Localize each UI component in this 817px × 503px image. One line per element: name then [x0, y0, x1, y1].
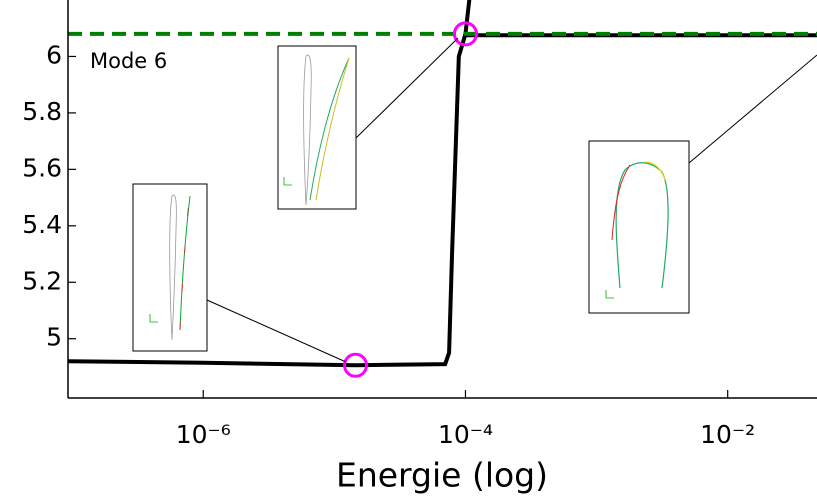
- chart: Mode 6 Energie (log) 5 5.2 5.4 5.6 5.8 6 10⁻⁶ 1…: [0, 0, 817, 503]
- y-tick-label: 5.2: [22, 266, 62, 295]
- inset-1: [133, 184, 346, 362]
- x-tick-label: 10⁻⁴: [438, 420, 493, 449]
- x-tick-label: 10⁻⁶: [176, 420, 231, 449]
- y-tick-label: 5.8: [22, 97, 62, 126]
- y-tick-label: 5: [46, 323, 62, 352]
- inset-2: [278, 38, 458, 209]
- y-tick-label: 5.4: [22, 210, 62, 239]
- x-tick-label: 10⁻²: [700, 420, 755, 449]
- y-tick-label: 5.6: [22, 153, 62, 182]
- x-axis-label: Energie (log): [336, 456, 548, 495]
- y-tick-label: 6: [46, 40, 62, 69]
- annotation: Mode 6: [90, 49, 167, 73]
- inset-3: [589, 55, 817, 313]
